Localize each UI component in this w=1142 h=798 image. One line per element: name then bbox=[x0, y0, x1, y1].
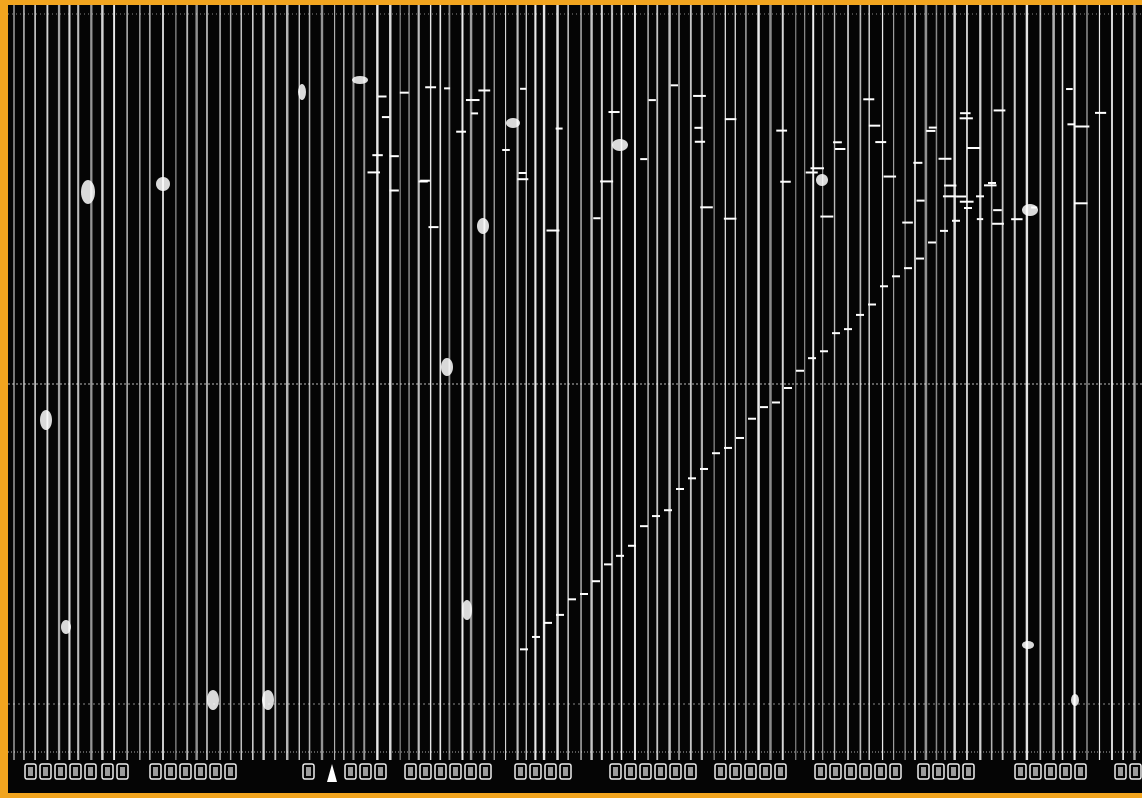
counter-digit-fill bbox=[921, 767, 926, 776]
counter-digit-fill bbox=[120, 767, 125, 776]
counter-digit-fill bbox=[363, 767, 368, 776]
counter-digit-fill bbox=[306, 767, 311, 776]
counter-digit-fill bbox=[688, 767, 693, 776]
counter-digit-fill bbox=[43, 767, 48, 776]
counter-digit-fill bbox=[1133, 767, 1138, 776]
page: (() => { const ns = 'http://www.w3.org/2… bbox=[0, 0, 1142, 798]
bright-spot bbox=[298, 84, 306, 100]
counter-digit-fill bbox=[1048, 767, 1053, 776]
counter-digit-fill bbox=[818, 767, 823, 776]
bright-spot bbox=[477, 218, 489, 234]
counter-digit-fill bbox=[643, 767, 648, 776]
counter-digit-fill bbox=[893, 767, 898, 776]
counter-digit-fill bbox=[673, 767, 678, 776]
counter-digit-fill bbox=[658, 767, 663, 776]
counter-digit-fill bbox=[1018, 767, 1023, 776]
counter-digit-fill bbox=[453, 767, 458, 776]
counter-digit-fill bbox=[1063, 767, 1068, 776]
counter-digit-fill bbox=[28, 767, 33, 776]
bright-spot bbox=[40, 410, 52, 430]
counter-digit-fill bbox=[408, 767, 413, 776]
counter-digit-fill bbox=[518, 767, 523, 776]
counter-digit-fill bbox=[168, 767, 173, 776]
bright-spot bbox=[262, 690, 274, 710]
counter-digit-fill bbox=[863, 767, 868, 776]
bright-spot bbox=[612, 139, 628, 151]
counter-digit-fill bbox=[548, 767, 553, 776]
counter-digit-fill bbox=[951, 767, 956, 776]
counter-digit-fill bbox=[58, 767, 63, 776]
counter-digit-fill bbox=[1118, 767, 1123, 776]
bright-spot bbox=[441, 358, 453, 376]
counter-digit-fill bbox=[878, 767, 883, 776]
counter-digit-fill bbox=[613, 767, 618, 776]
counter-digit-fill bbox=[848, 767, 853, 776]
bright-spot bbox=[506, 118, 520, 128]
counter-digit-fill bbox=[348, 767, 353, 776]
counter-digit-fill bbox=[733, 767, 738, 776]
counter-digit-fill bbox=[533, 767, 538, 776]
bright-spot bbox=[1071, 694, 1079, 706]
counter-digit-fill bbox=[833, 767, 838, 776]
counter-digit-fill bbox=[198, 767, 203, 776]
counter-digit-fill bbox=[73, 767, 78, 776]
counter-digit-fill bbox=[628, 767, 633, 776]
counter-digit-fill bbox=[778, 767, 783, 776]
bright-spot bbox=[207, 690, 219, 710]
counter-digit-fill bbox=[718, 767, 723, 776]
bright-spot bbox=[61, 620, 71, 634]
counter-digit-fill bbox=[153, 767, 158, 776]
counter-digit-fill bbox=[105, 767, 110, 776]
bright-spot bbox=[1022, 204, 1038, 216]
bright-spot bbox=[1022, 641, 1034, 649]
counter-digit-fill bbox=[438, 767, 443, 776]
counter-digit-fill bbox=[936, 767, 941, 776]
bright-spot bbox=[156, 177, 170, 191]
counter-digit-fill bbox=[183, 767, 188, 776]
counter-digit-fill bbox=[228, 767, 233, 776]
counter-digit-fill bbox=[763, 767, 768, 776]
bright-spot bbox=[81, 180, 95, 204]
bright-spot bbox=[816, 174, 828, 186]
bright-spot bbox=[352, 76, 368, 84]
counter-digit-fill bbox=[1033, 767, 1038, 776]
counter-digit-fill bbox=[468, 767, 473, 776]
counter-digit-fill bbox=[748, 767, 753, 776]
film-frame bbox=[8, 5, 1142, 793]
film-photo bbox=[0, 0, 1142, 798]
counter-digit-fill bbox=[378, 767, 383, 776]
counter-digit-fill bbox=[563, 767, 568, 776]
counter-digit-fill bbox=[88, 767, 93, 776]
bright-spot bbox=[462, 600, 472, 620]
counter-digit-fill bbox=[423, 767, 428, 776]
counter-digit-fill bbox=[483, 767, 488, 776]
counter-digit-fill bbox=[1078, 767, 1083, 776]
counter-digit-fill bbox=[966, 767, 971, 776]
counter-digit-fill bbox=[213, 767, 218, 776]
